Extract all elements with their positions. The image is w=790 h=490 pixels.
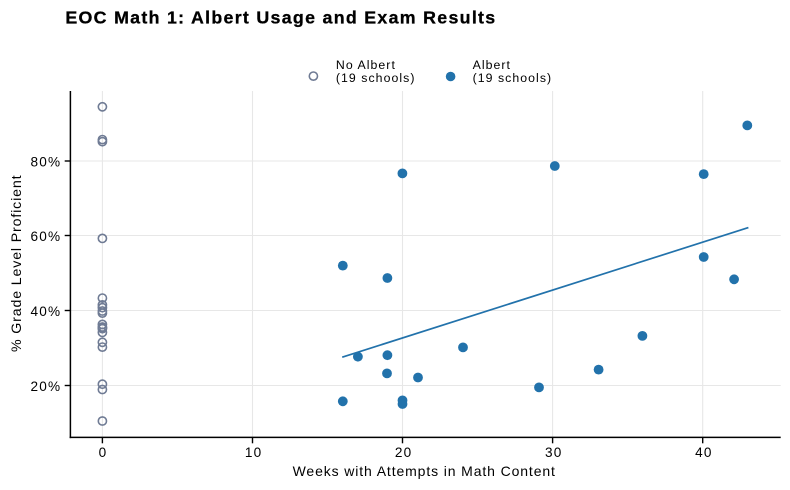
svg-text:40: 40: [695, 445, 713, 460]
svg-text:0: 0: [99, 445, 108, 460]
svg-text:(19 schools): (19 schools): [473, 71, 553, 85]
svg-text:20%: 20%: [30, 379, 61, 394]
svg-text:Albert: Albert: [473, 58, 511, 72]
svg-text:EOC Math 1: Albert Usage and E: EOC Math 1: Albert Usage and Exam Result…: [65, 8, 496, 28]
svg-text:No Albert: No Albert: [336, 58, 396, 72]
svg-text:30: 30: [545, 445, 563, 460]
svg-text:40%: 40%: [30, 304, 61, 319]
svg-text:(19 schools): (19 schools): [336, 71, 416, 85]
svg-text:% Grade Level Proficient: % Grade Level Proficient: [9, 175, 25, 352]
svg-text:60%: 60%: [30, 229, 61, 244]
svg-text:Weeks with Attempts in Math Co: Weeks with Attempts in Math Content: [293, 463, 556, 479]
svg-text:20: 20: [395, 445, 413, 460]
svg-text:10: 10: [245, 445, 263, 460]
svg-text:80%: 80%: [30, 154, 61, 169]
